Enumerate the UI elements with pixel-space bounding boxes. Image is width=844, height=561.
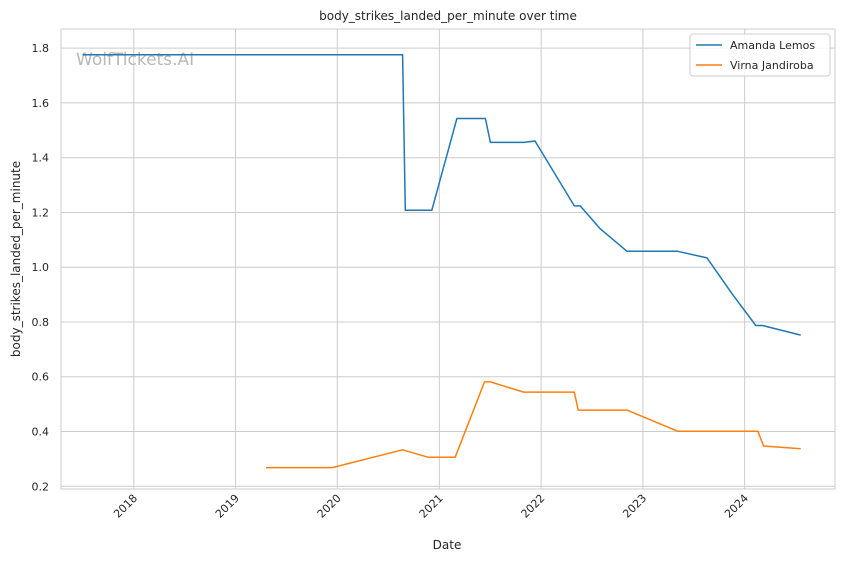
- legend-box: [689, 33, 831, 77]
- y-tick-label: 0.8: [32, 316, 50, 329]
- series-group: [82, 53, 801, 469]
- legend-label-virna-jandiroba: Virna Jandiroba: [730, 59, 814, 72]
- x-axis-label: Date: [433, 538, 462, 552]
- plot-frame: [60, 28, 836, 490]
- y-tick-label: 1.8: [32, 42, 50, 55]
- y-axis-label: body_strikes_landed_per_minute: [9, 161, 23, 357]
- series-line-amanda-lemos: [82, 53, 801, 336]
- y-tick-label: 1.2: [32, 206, 50, 219]
- watermark: WolfTickets.AI: [76, 50, 194, 70]
- legend: Amanda Lemos Virna Jandiroba: [689, 33, 831, 77]
- y-tick-label: 1.6: [32, 97, 50, 110]
- y-tick-label: 0.2: [32, 480, 50, 493]
- y-tick-label: 0.4: [32, 426, 50, 439]
- grid: [61, 29, 835, 489]
- chart-title: body_strikes_landed_per_minute over time: [319, 9, 577, 23]
- series-line-virna-jandiroba: [265, 381, 801, 469]
- y-tick-label: 1.4: [32, 152, 50, 165]
- y-tick-label: 1.0: [32, 261, 50, 274]
- legend-label-amanda-lemos: Amanda Lemos: [730, 39, 815, 52]
- y-ticks: 0.2 0.4 0.6 0.8 1.0 1.2 1.4 1.6 1.8: [32, 42, 50, 493]
- y-tick-label: 0.6: [32, 371, 50, 384]
